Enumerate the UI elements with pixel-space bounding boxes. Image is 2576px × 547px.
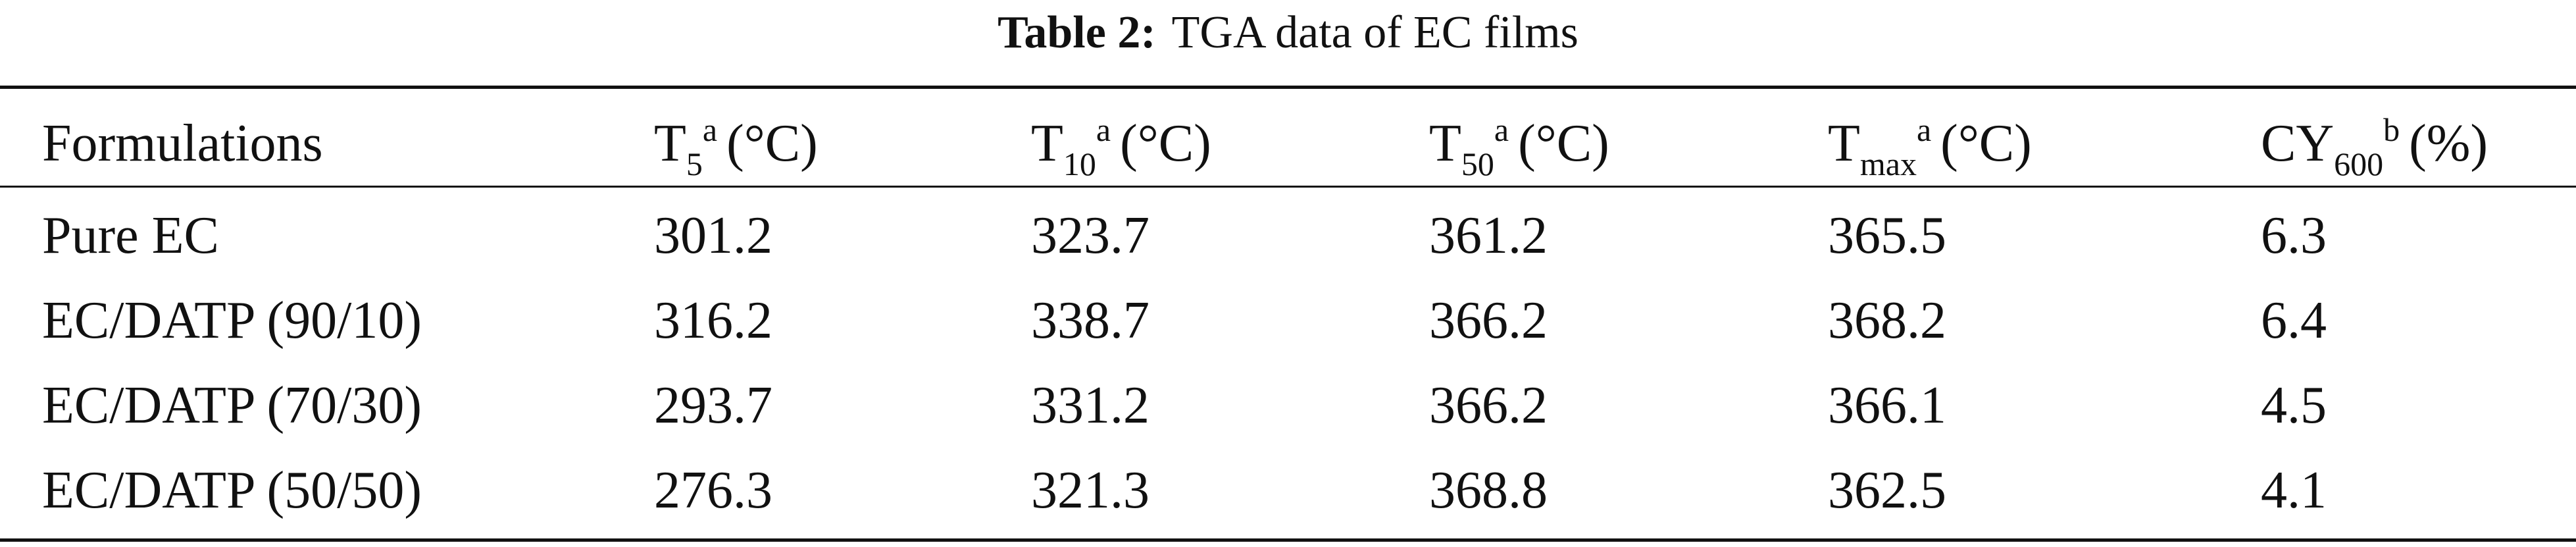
- cell-t50: 361.2: [1429, 207, 1548, 265]
- header-tmax: Tmaxa (°C): [1828, 111, 2032, 182]
- table-row: EC/DATP (50/50) 276.3 321.3 368.8 362.5 …: [0, 457, 2576, 523]
- table-row: EC/DATP (90/10) 316.2 338.7 366.2 368.2 …: [0, 288, 2576, 353]
- table-header-row: Formulations T5a (°C) T10a (°C) T50a (°C) T…: [0, 111, 2576, 182]
- cell-t5: 293.7: [654, 377, 772, 434]
- cell-formulation: EC/DATP (90/10): [42, 292, 422, 350]
- cell-tmax: 366.1: [1828, 377, 1946, 434]
- cell-cy600: 4.5: [2261, 377, 2327, 434]
- table-header-rule: [0, 186, 2576, 188]
- table-row: Pure EC 301.2 323.7 361.2 365.5 6.3: [0, 203, 2576, 269]
- table-top-rule: [0, 86, 2576, 89]
- cell-t10: 321.3: [1031, 461, 1149, 519]
- cell-t50: 366.2: [1429, 292, 1548, 350]
- header-formulations: Formulations: [42, 115, 323, 172]
- cell-t10: 338.7: [1031, 292, 1149, 350]
- header-t10: T10a (°C): [1031, 111, 1211, 182]
- table-caption-text: TGA data of EC films: [1171, 7, 1578, 58]
- cell-t50: 368.8: [1429, 461, 1548, 519]
- cell-t5: 301.2: [654, 207, 772, 265]
- cell-t5: 316.2: [654, 292, 772, 350]
- cell-t10: 331.2: [1031, 377, 1149, 434]
- cell-tmax: 365.5: [1828, 207, 1946, 265]
- cell-formulation: EC/DATP (50/50): [42, 461, 422, 519]
- table-caption: Table 2: TGA data of EC films: [0, 0, 2576, 66]
- cell-cy600: 6.4: [2261, 292, 2327, 350]
- cell-t50: 366.2: [1429, 377, 1548, 434]
- table-bottom-rule: [0, 538, 2576, 542]
- cell-formulation: Pure EC: [42, 207, 219, 265]
- cell-tmax: 368.2: [1828, 292, 1946, 350]
- cell-t10: 323.7: [1031, 207, 1149, 265]
- header-t50: T50a (°C): [1429, 111, 1609, 182]
- cell-t5: 276.3: [654, 461, 772, 519]
- header-t5: T5a (°C): [654, 111, 818, 182]
- cell-formulation: EC/DATP (70/30): [42, 377, 422, 434]
- cell-tmax: 362.5: [1828, 461, 1946, 519]
- table-caption-label: Table 2:: [998, 7, 1156, 58]
- cell-cy600: 6.3: [2261, 207, 2327, 265]
- header-cy600: CY600b (%): [2261, 111, 2488, 182]
- table-row: EC/DATP (70/30) 293.7 331.2 366.2 366.1 …: [0, 373, 2576, 438]
- cell-cy600: 4.1: [2261, 461, 2327, 519]
